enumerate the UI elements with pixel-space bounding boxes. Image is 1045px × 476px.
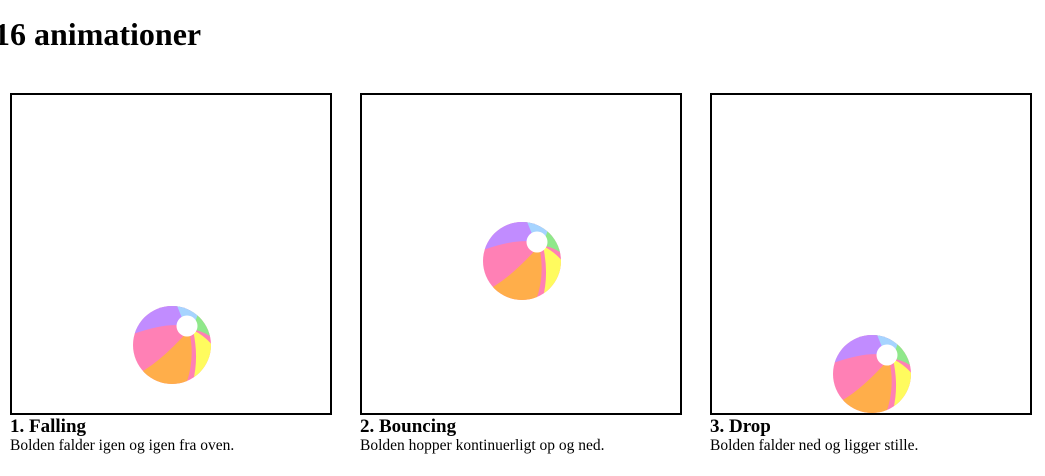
demo-title: 3. Drop [710,416,771,437]
beach-ball-icon [133,306,211,384]
demo-description: Bolden falder ned og ligger stille. [710,437,919,454]
demo-card-bouncing: 2. Bouncing Bolden hopper kontinuerligt … [360,93,682,455]
demo-description: Bolden hopper kontinuerligt op og ned. [360,437,605,454]
demo-card-drop: 3. Drop Bolden falder ned og ligger stil… [710,93,1032,455]
page-title: 16 animationer [0,16,202,52]
animation-stage-drop [710,93,1032,415]
demo-description: Bolden falder igen og igen fra oven. [10,437,235,454]
beach-ball-icon [483,222,561,300]
demo-title: 2. Bouncing [360,416,457,437]
demo-title: 1. Falling [10,416,87,437]
beach-ball-icon [833,335,911,413]
animation-stage-bouncing [360,93,682,415]
animation-stage-falling [10,93,332,415]
demo-card-falling: 1. Falling Bolden falder igen og igen fr… [10,93,332,455]
